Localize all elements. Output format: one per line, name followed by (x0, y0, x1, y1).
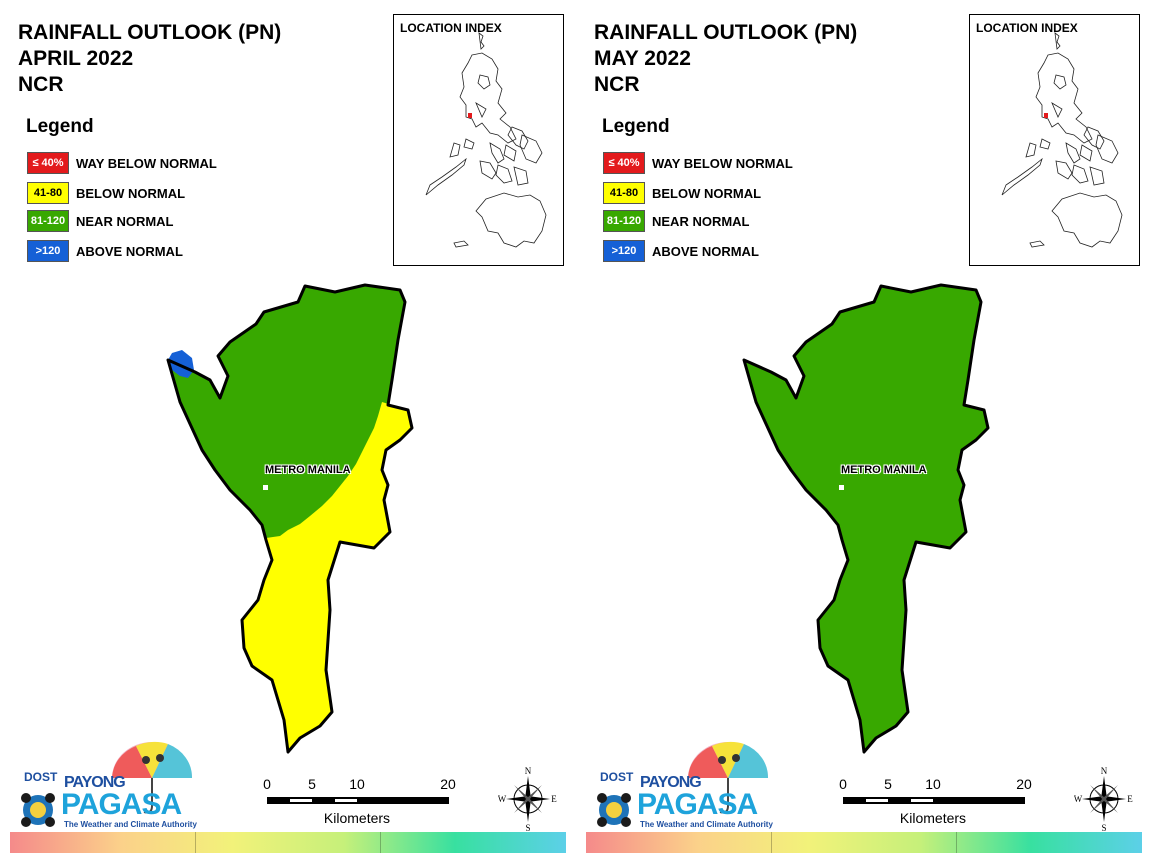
scale-tick: 10 (349, 776, 365, 792)
legend-swatch: ≤ 40% (603, 152, 645, 174)
legend-label: NEAR NORMAL (652, 213, 750, 229)
location-index-inset: LOCATION INDEX (969, 14, 1140, 266)
ncr-boundary (742, 283, 990, 754)
scale-tick: 20 (1016, 776, 1032, 792)
legend-swatch: 41-80 (27, 182, 69, 204)
legend-swatch: ≤ 40% (27, 152, 69, 174)
legend-label: BELOW NORMAL (76, 185, 186, 201)
legend-item-above-normal: >120 ABOVE NORMAL (27, 240, 183, 262)
scale-tick: 0 (263, 776, 271, 792)
compass-w: W (498, 794, 507, 804)
legend-label: NEAR NORMAL (76, 213, 174, 229)
legend-swatch: 81-120 (603, 210, 645, 232)
title-line-3: NCR (594, 73, 640, 96)
legend-item-above-normal: >120 ABOVE NORMAL (603, 240, 759, 262)
legend-item-below-normal: 41-80 BELOW NORMAL (27, 182, 185, 204)
scale-bar-line (843, 797, 1025, 804)
compass-e: E (551, 794, 557, 804)
color-gradient-strip (586, 832, 1142, 853)
scale-tick: 5 (884, 776, 892, 792)
color-gradient-strip (10, 832, 566, 853)
title-line-2: APRIL 2022 (18, 47, 134, 70)
legend-swatch: 81-120 (27, 210, 69, 232)
legend-title: Legend (26, 116, 94, 137)
map-title: RAINFALL OUTLOOK (PN) APRIL 2022 NCR (18, 20, 281, 98)
gradient-divider (956, 832, 957, 853)
scale-tick: 5 (308, 776, 316, 792)
title-line-1: RAINFALL OUTLOOK (PN) (18, 21, 282, 44)
payong-pagasa-logo: DOST PAYONG PAGASA The Weather and Clima… (16, 740, 197, 832)
philippines-outline-map (425, 32, 547, 248)
zone-near-normal (744, 285, 988, 752)
scale-bar-segment (290, 799, 312, 802)
ncr-region-map (166, 283, 414, 754)
legend-label: BELOW NORMAL (652, 185, 762, 201)
scale-tick: 0 (839, 776, 847, 792)
metro-manila-marker (839, 485, 844, 490)
metro-manila-label: METRO MANILA (841, 464, 927, 476)
scale-bar-segment (866, 799, 888, 802)
legend-swatch: >120 (27, 240, 69, 262)
legend-title: Legend (602, 116, 670, 137)
scale-unit: Kilometers (899, 810, 967, 826)
scale-bar: 0 5 10 20 Kilometers (831, 776, 1041, 826)
compass-n: N (1101, 766, 1108, 776)
compass-s: S (525, 823, 530, 832)
compass-s: S (1101, 823, 1106, 832)
compass-n: N (525, 766, 532, 776)
map-title: RAINFALL OUTLOOK (PN) MAY 2022 NCR (594, 20, 857, 98)
zone-below-normal (242, 402, 412, 752)
logo-tagline: The Weather and Climate Authority (640, 820, 773, 829)
metro-manila-marker (263, 485, 268, 490)
legend-item-near-normal: 81-120 NEAR NORMAL (603, 210, 750, 232)
philippines-outline-map (1001, 32, 1123, 248)
legend-label: ABOVE NORMAL (652, 243, 759, 259)
logo-pagasa-text: PAGASA (637, 788, 758, 821)
scale-unit: Kilometers (323, 810, 391, 826)
outlook-panel-may: RAINFALL OUTLOOK (PN) MAY 2022 NCR Legen… (576, 0, 1152, 864)
compass-rose-icon: N S E W (1074, 764, 1134, 837)
legend-item-way-below-normal: ≤ 40% WAY BELOW NORMAL (603, 152, 793, 174)
compass-rose-icon: N S E W (498, 764, 558, 837)
legend-item-way-below-normal: ≤ 40% WAY BELOW NORMAL (27, 152, 217, 174)
gradient-divider (380, 832, 381, 853)
logo-tagline: The Weather and Climate Authority (64, 820, 197, 829)
compass-w: W (1074, 794, 1083, 804)
scale-bar: 0 5 10 20 Kilometers (255, 776, 465, 826)
gradient-divider (771, 832, 772, 853)
scale-bar-segment (911, 799, 933, 802)
payong-pagasa-logo: DOST PAYONG PAGASA The Weather and Clima… (592, 740, 773, 832)
title-line-1: RAINFALL OUTLOOK (PN) (594, 21, 858, 44)
scale-tick: 20 (440, 776, 456, 792)
title-line-2: MAY 2022 (594, 47, 691, 70)
metro-manila-label: METRO MANILA (265, 464, 351, 476)
legend-label: ABOVE NORMAL (76, 243, 183, 259)
logo-dost-text: DOST (24, 770, 58, 784)
title-line-3: NCR (18, 73, 64, 96)
logo-pagasa-text: PAGASA (61, 788, 182, 821)
scale-bar-segment (335, 799, 357, 802)
logo-payong-text: PAYONG (640, 774, 702, 791)
legend-swatch: 41-80 (603, 182, 645, 204)
scale-tick: 10 (925, 776, 941, 792)
logo-payong-text: PAYONG (64, 774, 126, 791)
gradient-divider (195, 832, 196, 853)
legend-swatch: >120 (603, 240, 645, 262)
zone-above-normal (168, 350, 194, 378)
inset-title: LOCATION INDEX (976, 21, 1078, 35)
inset-title: LOCATION INDEX (400, 21, 502, 35)
outlook-panel-april: RAINFALL OUTLOOK (PN) APRIL 2022 NCR Leg… (10, 14, 566, 853)
legend-label: WAY BELOW NORMAL (76, 155, 217, 171)
location-index-inset: LOCATION INDEX (393, 14, 564, 266)
logo-dost-text: DOST (600, 770, 634, 784)
scale-bar-line (267, 797, 449, 804)
compass-e: E (1127, 794, 1133, 804)
legend-item-near-normal: 81-120 NEAR NORMAL (27, 210, 174, 232)
legend-label: WAY BELOW NORMAL (652, 155, 793, 171)
ncr-boundary (166, 283, 414, 754)
legend-item-below-normal: 41-80 BELOW NORMAL (603, 182, 761, 204)
zone-near-normal (168, 285, 412, 752)
ncr-region-map (742, 283, 990, 754)
